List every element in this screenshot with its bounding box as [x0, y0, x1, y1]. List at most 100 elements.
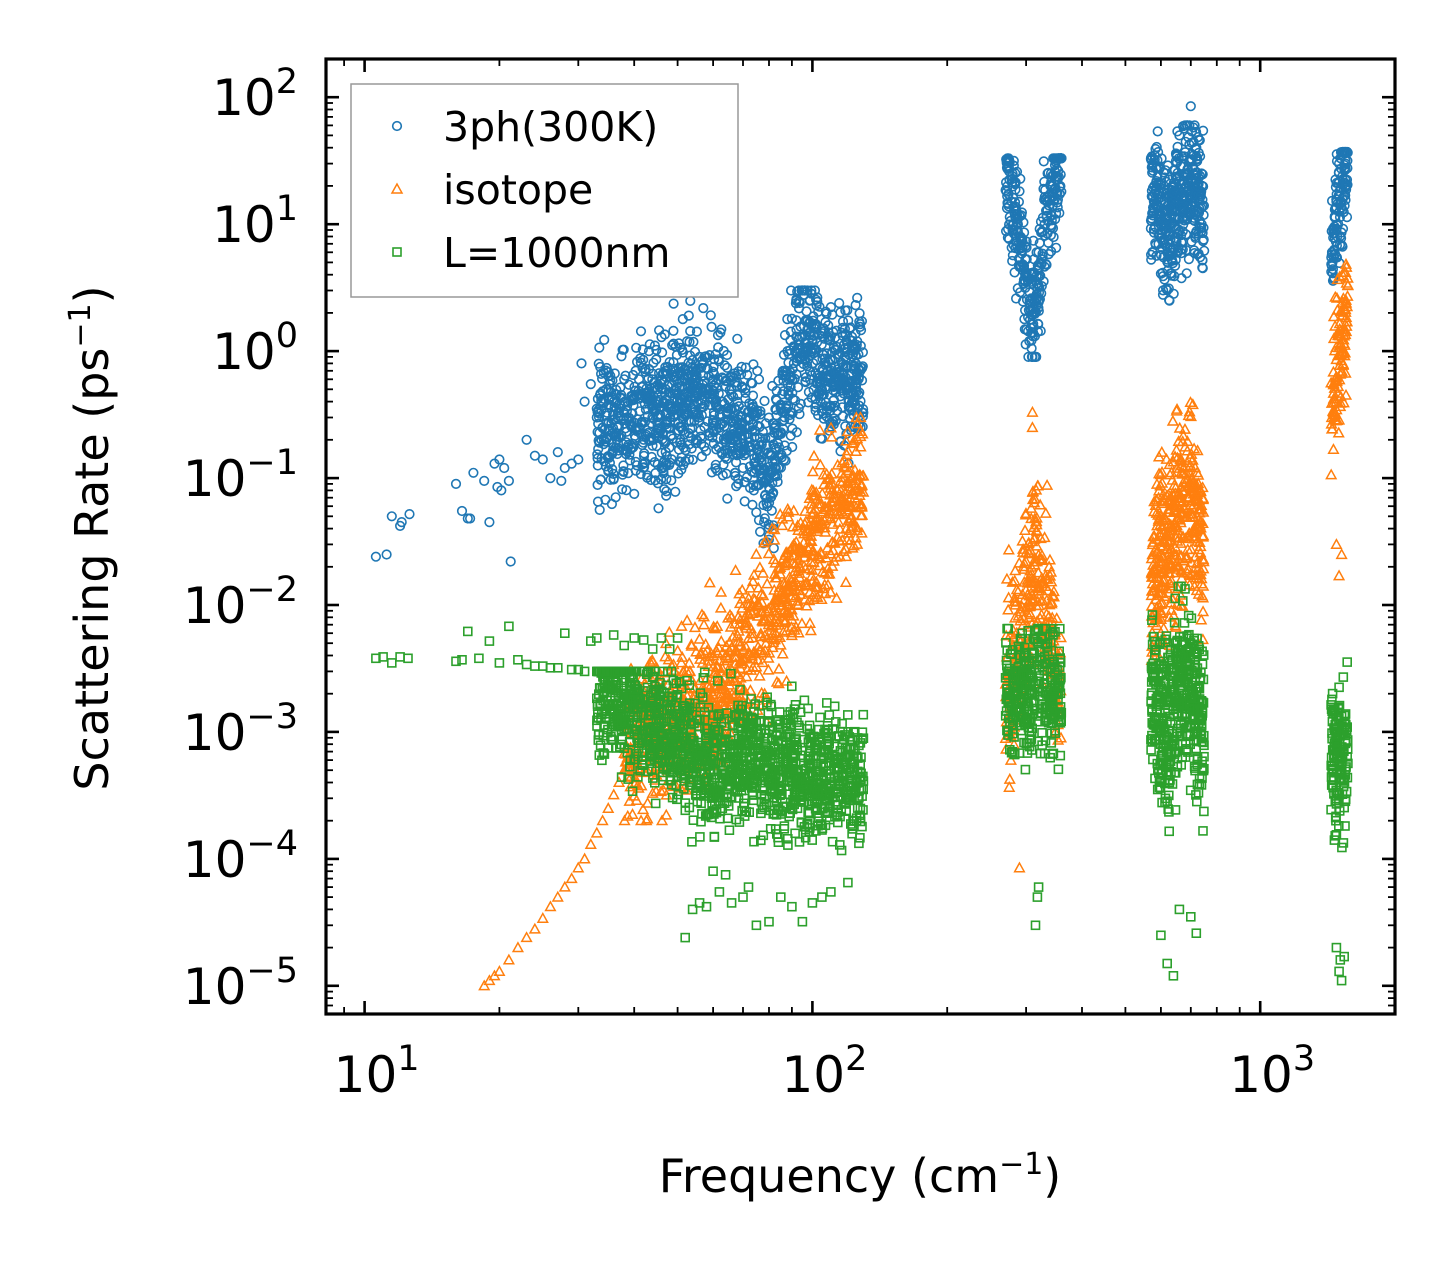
data-point — [735, 437, 746, 448]
data-point — [1018, 524, 1032, 536]
data-point — [718, 373, 729, 384]
data-point — [668, 298, 679, 309]
data-point — [1327, 443, 1340, 455]
data-point — [681, 614, 694, 626]
data-point — [754, 526, 766, 537]
data-point — [787, 441, 798, 453]
data-point — [607, 375, 618, 386]
data-point — [635, 326, 647, 337]
data-point — [840, 305, 851, 316]
data-point — [572, 861, 585, 873]
data-point — [643, 346, 655, 357]
data-point — [817, 353, 828, 364]
data-point — [656, 347, 668, 358]
data-point — [730, 457, 742, 468]
data-point — [825, 377, 837, 389]
data-point — [520, 931, 533, 943]
data-point — [675, 456, 687, 468]
data-point — [624, 455, 636, 466]
data-point — [698, 303, 709, 314]
data-point — [688, 336, 699, 348]
data-point — [721, 362, 733, 373]
data-point — [767, 488, 778, 500]
data-point — [845, 404, 857, 415]
data-point — [750, 457, 761, 468]
data-point — [795, 362, 806, 373]
data-point — [827, 309, 838, 320]
data-point — [759, 395, 770, 407]
data-point — [661, 490, 672, 501]
data-point — [618, 466, 629, 477]
data-point — [683, 310, 694, 321]
data-point — [1002, 543, 1015, 555]
data-point — [820, 317, 831, 328]
data-point — [772, 662, 786, 674]
data-point — [715, 327, 726, 338]
data-point — [741, 472, 753, 483]
data-point — [762, 501, 773, 512]
data-point — [747, 499, 758, 511]
data-point — [616, 484, 628, 495]
data-point — [595, 474, 606, 485]
data-point — [1332, 569, 1346, 581]
data-point — [827, 355, 838, 366]
data-point — [780, 455, 791, 466]
data-point — [854, 321, 866, 333]
data-point — [594, 342, 605, 353]
data-point — [601, 407, 613, 418]
data-point — [590, 826, 603, 838]
data-point — [721, 453, 733, 465]
data-point — [593, 435, 604, 446]
data-point — [616, 351, 627, 362]
data-point — [781, 403, 792, 415]
data-point — [806, 392, 817, 403]
data-point — [653, 503, 664, 514]
data-point — [800, 372, 812, 383]
data-point — [642, 411, 653, 422]
data-point — [753, 669, 766, 681]
data-point — [673, 444, 685, 455]
data-point — [1181, 268, 1192, 279]
data-point — [714, 409, 725, 420]
data-point — [579, 396, 590, 407]
data-point — [809, 285, 821, 296]
data-point — [670, 486, 681, 497]
data-point — [814, 301, 825, 312]
data-point — [794, 409, 805, 420]
data-point — [479, 475, 490, 487]
data-point — [596, 453, 607, 464]
data-point — [724, 825, 735, 836]
data-point — [750, 547, 763, 559]
data-point — [521, 434, 532, 445]
data-point — [685, 295, 696, 307]
data-point — [780, 674, 793, 686]
data-point — [565, 872, 578, 884]
data-point — [832, 364, 843, 375]
data-point — [706, 392, 718, 403]
data-point — [664, 442, 675, 453]
data-marks — [370, 101, 1354, 991]
data-point — [790, 395, 801, 406]
data-point — [585, 379, 596, 390]
data-point — [649, 340, 661, 351]
data-point — [598, 397, 609, 408]
data-point — [404, 508, 415, 520]
data-point — [710, 349, 721, 360]
data-point — [710, 463, 721, 474]
data-point — [633, 374, 645, 385]
data-point — [737, 382, 748, 393]
data-point — [641, 429, 652, 440]
data-point — [640, 364, 651, 375]
data-point — [832, 405, 843, 417]
data-point — [839, 576, 853, 588]
data-point — [691, 397, 703, 408]
data-point — [631, 425, 642, 437]
data-point — [674, 393, 686, 404]
data-point — [597, 386, 608, 397]
data-point — [705, 310, 716, 321]
data-point — [696, 433, 708, 444]
data-point — [775, 403, 787, 414]
data-point — [1039, 506, 1052, 518]
data-point — [849, 394, 860, 405]
data-point — [658, 436, 669, 447]
